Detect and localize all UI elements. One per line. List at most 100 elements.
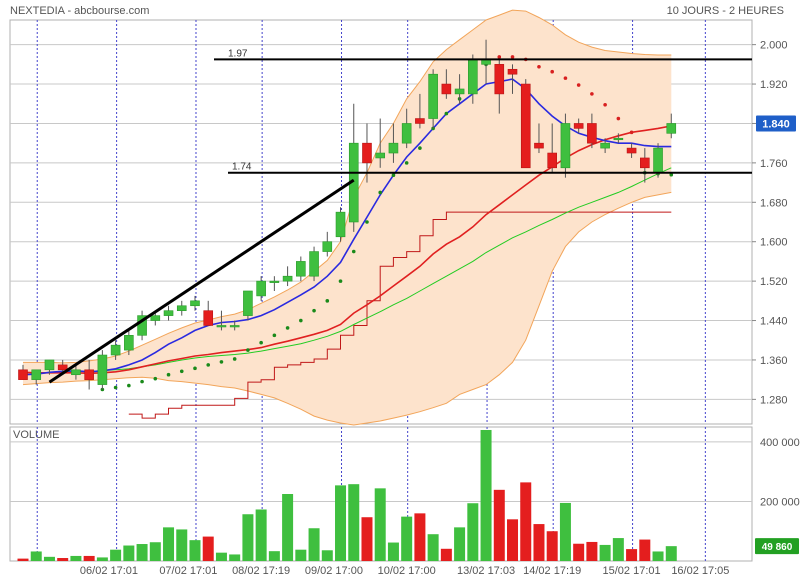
sar-dot	[444, 111, 449, 116]
sar-dot	[603, 102, 607, 107]
candle-body	[573, 123, 584, 129]
volume-bar	[454, 527, 466, 561]
volume-bar	[43, 556, 55, 561]
volume-bar	[136, 544, 148, 561]
volume-bar	[17, 558, 29, 561]
sar-dot	[550, 69, 554, 74]
candle-body	[150, 315, 161, 321]
candle-body	[18, 369, 28, 380]
candle-body	[560, 123, 571, 169]
sar-dot	[219, 360, 224, 364]
sar-dot	[312, 308, 316, 313]
sar-dot	[669, 172, 674, 177]
trendline	[48, 178, 355, 384]
volume-bar	[255, 509, 267, 561]
candle-body	[31, 369, 42, 380]
sar-dot	[285, 326, 290, 330]
candle-body	[587, 123, 597, 144]
candle-body	[534, 142, 544, 149]
ichimoku-line	[128, 211, 672, 419]
price-tick-label: 1.600	[760, 237, 788, 249]
candle-body	[547, 152, 558, 169]
volume-bar	[229, 554, 241, 561]
volume-bar	[520, 482, 532, 561]
x-tick-label: 14/02 17:19	[523, 565, 581, 577]
volume-bar	[652, 551, 664, 561]
sar-dot	[325, 299, 330, 303]
price-tick-label: 2.000	[760, 40, 788, 52]
bollinger-lower-line	[22, 191, 672, 426]
mm30-line	[22, 167, 672, 376]
current-volume-value: 49 860	[762, 542, 793, 553]
x-tick-label: 07/02 17:01	[159, 565, 217, 577]
volume-bar	[295, 549, 307, 561]
candle-body	[428, 73, 438, 119]
volume-tick-label: 400 000	[760, 437, 800, 449]
candle-body	[653, 147, 663, 174]
level-low-label: 1.74	[232, 162, 252, 173]
volume-bar	[440, 548, 452, 561]
candles	[18, 39, 677, 390]
candle-body	[375, 152, 386, 159]
volume-bar	[559, 502, 571, 561]
volume-bar	[639, 539, 651, 561]
candle-body	[296, 261, 306, 277]
candle-body	[190, 300, 200, 307]
volume-bar	[467, 503, 479, 561]
sar-dot	[537, 65, 541, 69]
sar-dot	[153, 376, 158, 381]
volume-label: VOLUME	[13, 429, 59, 441]
x-tick-label: 13/02 17:03	[457, 565, 515, 577]
volume-bar	[374, 488, 386, 561]
volume-bar	[414, 513, 426, 561]
sar-dot	[338, 279, 343, 283]
x-tick-label: 09/02 17:00	[305, 565, 363, 577]
candle-body	[441, 83, 452, 95]
volume-bar	[268, 551, 280, 561]
candle-body	[507, 68, 518, 75]
candle-body	[44, 359, 55, 371]
price-tick-label: 1.920	[760, 79, 788, 91]
symbol-title: NEXTEDIA - abcbourse.com	[10, 5, 149, 17]
sar-dot	[127, 383, 131, 388]
x-tick-label: 15/02 17:01	[603, 565, 661, 577]
candle-body	[454, 88, 465, 95]
volume-bar	[427, 534, 439, 561]
volume-bar	[57, 558, 69, 561]
candle-body	[229, 325, 240, 328]
price-tick-label: 1.440	[760, 316, 788, 328]
candle-body	[110, 344, 121, 356]
current-price-tag	[756, 115, 796, 132]
sar-dot	[590, 92, 594, 96]
sar-dot	[404, 161, 409, 165]
volume-bar	[110, 549, 122, 561]
volume-bar	[612, 538, 624, 561]
candle-body	[468, 59, 478, 95]
volume-bar	[626, 549, 638, 561]
volume-bar	[361, 517, 373, 561]
volume-bar	[242, 514, 254, 561]
candle-body	[57, 364, 68, 371]
candle-body	[362, 142, 372, 164]
candle-body	[71, 369, 81, 376]
candle-body	[282, 275, 293, 282]
x-tick-label: 06/02 17:01	[80, 565, 138, 577]
candle-body	[388, 142, 399, 154]
sar-dot	[510, 55, 515, 59]
volume-bar	[533, 524, 545, 561]
volume-bar	[30, 551, 42, 561]
candle-body	[309, 251, 319, 277]
candle-body	[520, 83, 531, 169]
volume-bar	[123, 545, 135, 561]
price-tick-label: 1.680	[760, 197, 788, 209]
volume-bar	[546, 531, 558, 561]
sar-dot	[179, 369, 184, 374]
price-tick-label: 1.760	[760, 158, 788, 170]
volume-bar	[163, 527, 175, 561]
level-high-label: 1.97	[228, 48, 248, 59]
sar-dot	[365, 220, 369, 224]
current-volume-tag	[755, 538, 799, 555]
sar-dot	[206, 363, 211, 367]
volume-bar	[70, 555, 82, 561]
